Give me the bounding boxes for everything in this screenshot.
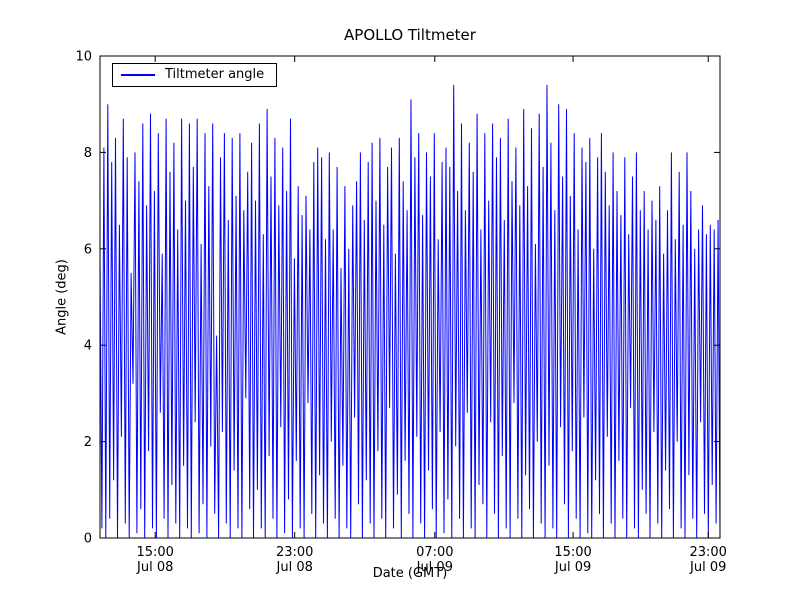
x-tick-label-date: Jul 08 [136,560,173,575]
legend: Tiltmeter angle [112,63,278,87]
legend-line-icon [121,73,155,76]
x-tick-label-date: Jul 08 [276,560,313,575]
y-tick-label: 8 [84,146,92,161]
x-tick-label-time: 23:00 [689,545,726,560]
x-tick-label-time: 07:00 [416,545,453,560]
y-tick-label: 2 [84,435,92,450]
y-tick-label: 4 [84,339,92,354]
tiltmeter-series-line [99,84,721,539]
x-tick-label-date: Jul 09 [689,560,726,575]
x-tick-label-date: Jul 09 [416,560,453,575]
y-tick-label: 0 [84,532,92,547]
y-tick-label: 6 [84,242,92,257]
y-tick-label: 10 [75,50,92,65]
legend-label: Tiltmeter angle [165,67,265,82]
x-tick-label-date: Jul 09 [554,560,591,575]
y-axis-label: Angle (deg) [54,259,70,335]
x-tick-label-time: 15:00 [136,545,173,560]
chart-title: APOLLO Tiltmeter [344,26,476,44]
x-axis-label: Date (GMT) [372,566,448,581]
axes-frame [99,55,721,539]
x-tick-label-time: 23:00 [276,545,313,560]
x-tick-label-time: 15:00 [554,545,591,560]
